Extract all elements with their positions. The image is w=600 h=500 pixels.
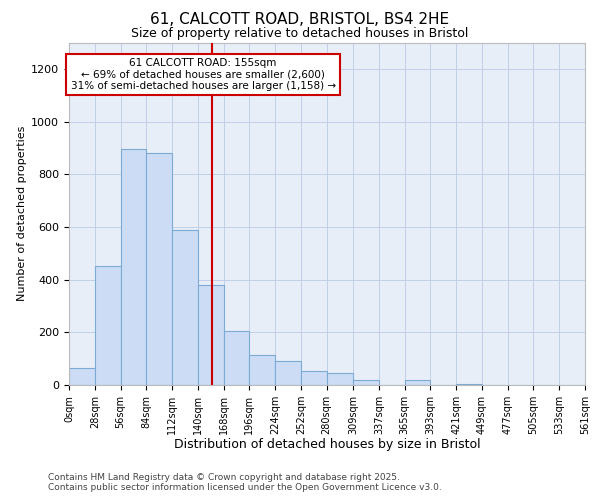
Text: Contains HM Land Registry data © Crown copyright and database right 2025.
Contai: Contains HM Land Registry data © Crown c… <box>48 473 442 492</box>
Text: Size of property relative to detached houses in Bristol: Size of property relative to detached ho… <box>131 28 469 40</box>
Bar <box>198 285 224 385</box>
Bar <box>95 266 121 385</box>
Bar <box>405 380 430 385</box>
Bar <box>301 370 326 385</box>
Bar <box>224 331 249 385</box>
X-axis label: Distribution of detached houses by size in Bristol: Distribution of detached houses by size … <box>173 438 481 452</box>
Bar <box>69 368 95 385</box>
Bar <box>456 384 482 385</box>
Text: 61, CALCOTT ROAD, BRISTOL, BS4 2HE: 61, CALCOTT ROAD, BRISTOL, BS4 2HE <box>151 12 449 28</box>
Bar <box>121 149 146 385</box>
Bar <box>146 153 172 385</box>
Bar <box>275 362 301 385</box>
Bar <box>353 380 379 385</box>
Bar <box>326 373 353 385</box>
Bar <box>172 230 198 385</box>
Text: 61 CALCOTT ROAD: 155sqm
← 69% of detached houses are smaller (2,600)
31% of semi: 61 CALCOTT ROAD: 155sqm ← 69% of detache… <box>71 58 336 91</box>
Bar <box>249 354 275 385</box>
Y-axis label: Number of detached properties: Number of detached properties <box>17 126 27 302</box>
